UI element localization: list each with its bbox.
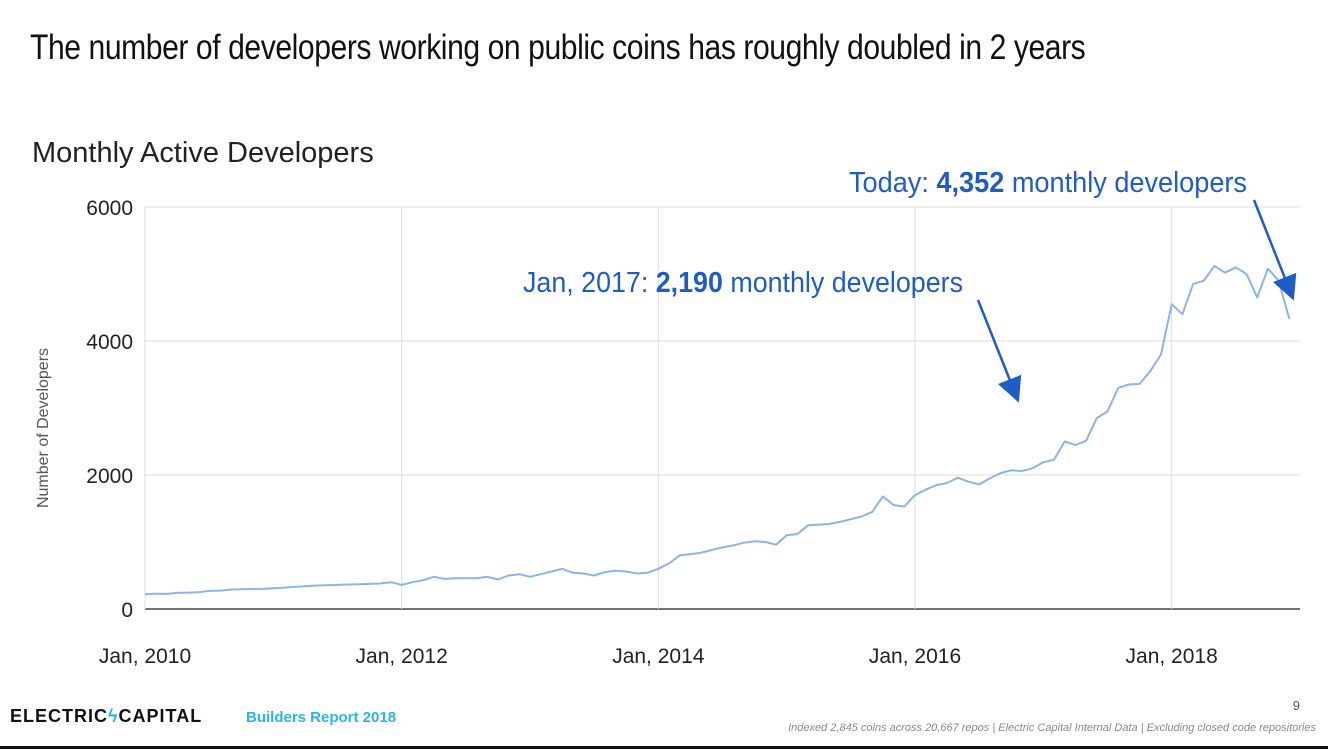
logo-text-left: ELECTRIC: [10, 706, 108, 726]
annotation-prefix: Today:: [849, 167, 936, 199]
y-tick-label: 6000: [86, 197, 133, 220]
y-tick-label: 0: [121, 599, 133, 622]
series-line: [144, 265, 1291, 596]
slide-title: The number of developers working on publ…: [30, 28, 1086, 67]
line-chart: Monthly Active Developers 0 2000 4000 6000 Ja…: [32, 137, 1300, 668]
annotation-prefix: Jan, 2017:: [523, 267, 656, 299]
report-name: Builders Report 2018: [246, 709, 397, 726]
annotation-text: Jan, 2017: 2,190 monthly developers: [523, 267, 963, 299]
annotation-text: Today: 4,352 monthly developers: [849, 167, 1247, 199]
x-tick-label: Jan, 2018: [1126, 645, 1218, 668]
y-tick-label: 2000: [86, 465, 133, 488]
bottom-rule: [0, 746, 1328, 749]
annotation-arrow: [976, 299, 1022, 403]
annotation-suffix: monthly developers: [1004, 167, 1247, 199]
x-tick-label: Jan, 2014: [612, 645, 705, 668]
annotation-arrow: [1252, 199, 1297, 301]
annotation-value: 4,352: [936, 167, 1004, 199]
x-tick-label: Jan, 2012: [356, 645, 448, 668]
source-footnote: Indexed 2,845 coins across 20,667 repos …: [788, 722, 1316, 734]
annotation-suffix: monthly developers: [723, 267, 963, 299]
electric-capital-logo: ELECTRICϟCAPITAL: [10, 706, 202, 727]
y-axis-label: Number of Developers: [35, 348, 52, 508]
annotation-value: 2,190: [656, 267, 723, 299]
bolt-icon: ϟ: [108, 706, 119, 726]
page-number: 9: [1292, 698, 1300, 713]
logo-text-right: CAPITAL: [118, 706, 203, 726]
y-tick-label: 4000: [86, 331, 133, 354]
x-tick-label: Jan, 2010: [99, 645, 191, 668]
x-tick-label: Jan, 2016: [869, 645, 961, 668]
chart-title: Monthly Active Developers: [32, 137, 374, 169]
